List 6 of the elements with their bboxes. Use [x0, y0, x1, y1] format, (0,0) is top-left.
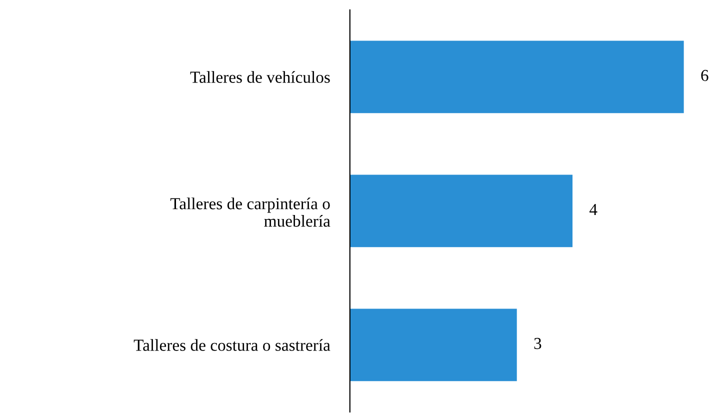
y-tick-label: Talleres de vehículos — [190, 71, 330, 83]
data-label: 4 — [590, 204, 598, 215]
data-label: 3 — [534, 338, 542, 350]
y-tick-label: Talleres de carpintería o mueblería — [170, 198, 330, 227]
data-label: 6 — [701, 70, 708, 82]
y-tick-label: Talleres de costura o sastrería — [134, 339, 330, 351]
